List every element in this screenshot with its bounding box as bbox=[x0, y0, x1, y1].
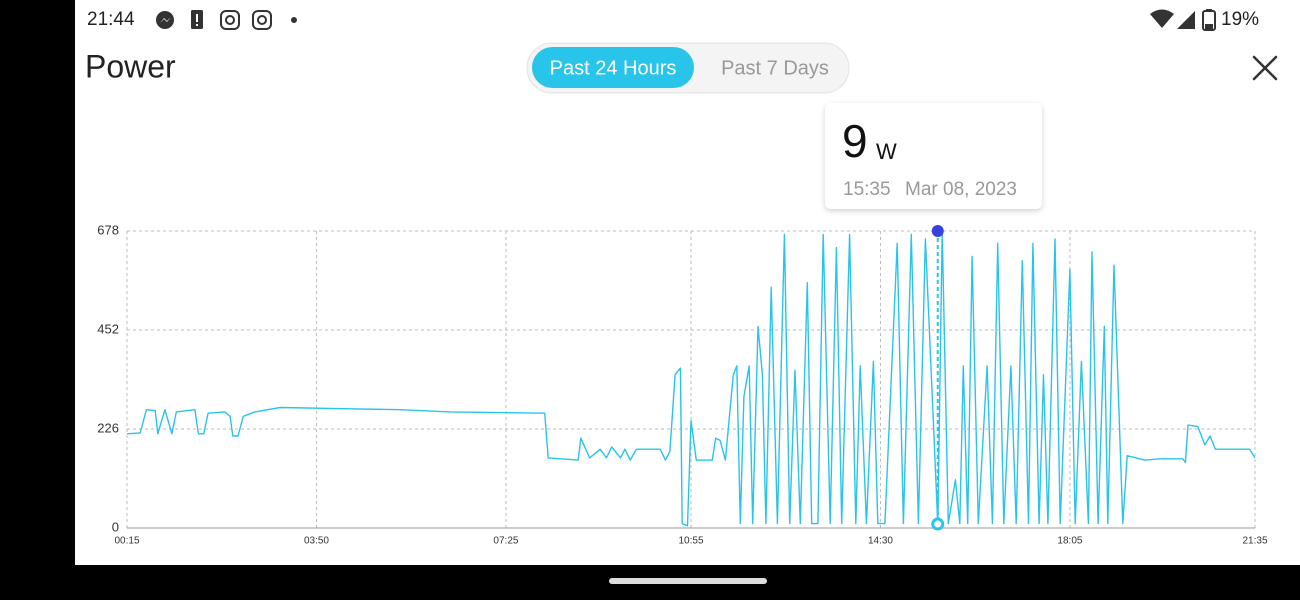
tooltip-value: 9 bbox=[842, 115, 868, 167]
crosshair-top-dot bbox=[931, 225, 944, 237]
app-panel bbox=[75, 0, 1300, 565]
x-tick-label: 00:15 bbox=[114, 536, 139, 547]
power-line bbox=[126, 230, 1256, 527]
tooltip-unit: W bbox=[876, 139, 897, 164]
x-tick-label: 10:55 bbox=[678, 536, 703, 547]
x-tick-label: 18:05 bbox=[1057, 536, 1082, 547]
y-tick-label: 452 bbox=[97, 321, 119, 336]
y-tick-label: 678 bbox=[97, 222, 119, 237]
x-tick-label: 21:35 bbox=[1242, 536, 1267, 547]
tab-active-bg bbox=[532, 47, 694, 88]
close-button[interactable] bbox=[1252, 55, 1278, 81]
tab[interactable]: Past 24 Hours bbox=[550, 57, 677, 79]
x-tick-label: 14:30 bbox=[868, 536, 893, 547]
status-icons bbox=[156, 9, 1216, 31]
y-tick-label: 0 bbox=[112, 519, 119, 534]
y-tick-label: 226 bbox=[97, 420, 119, 435]
page-title: Power bbox=[85, 48, 176, 84]
tooltip-time: 15:35 bbox=[843, 179, 891, 200]
selected-point bbox=[931, 517, 945, 531]
x-tick-label: 03:50 bbox=[304, 536, 329, 547]
tooltip: 9 W 15:35 Mar 08, 2023 bbox=[825, 103, 1042, 209]
home-indicator bbox=[609, 578, 767, 584]
status-battery: 19% bbox=[1221, 9, 1259, 30]
status-time: 21:44 bbox=[87, 9, 135, 30]
tooltip-box bbox=[825, 103, 1042, 209]
tab[interactable]: Past 7 Days bbox=[721, 57, 829, 79]
tooltip-date: Mar 08, 2023 bbox=[905, 179, 1017, 200]
x-tick-label: 07:25 bbox=[493, 536, 518, 547]
